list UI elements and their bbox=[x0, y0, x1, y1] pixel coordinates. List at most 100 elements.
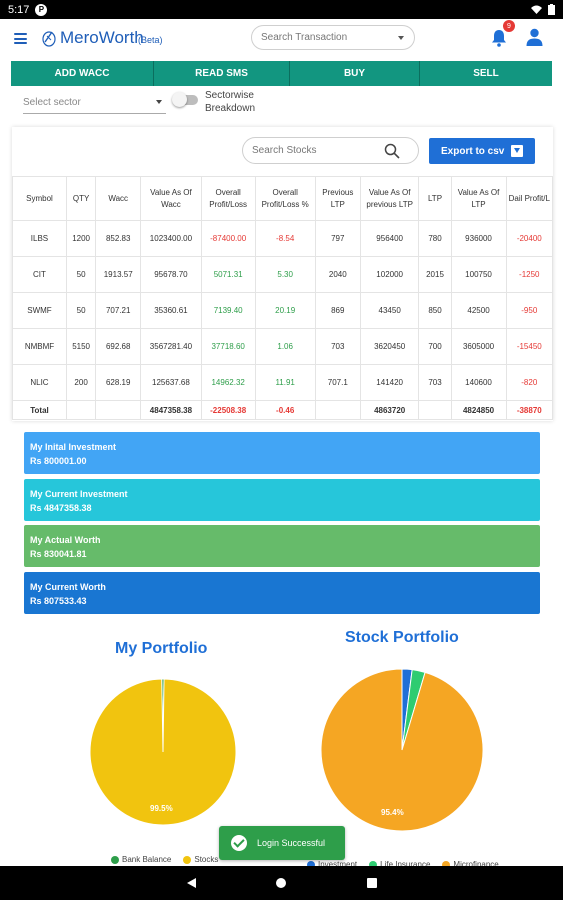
read-sms-button[interactable]: READ SMS bbox=[154, 61, 290, 86]
table-cell: -22508.38 bbox=[200, 400, 256, 420]
legend-label: Investment bbox=[318, 860, 358, 869]
table-cell: 100750 bbox=[450, 256, 507, 293]
add-wacc-button[interactable]: ADD WACC bbox=[11, 61, 154, 86]
chevron-down-icon bbox=[398, 36, 404, 40]
sell-button[interactable]: SELL bbox=[420, 61, 552, 86]
home-icon[interactable] bbox=[276, 878, 286, 888]
back-icon[interactable] bbox=[187, 878, 196, 888]
table-cell: 1023400.00 bbox=[140, 220, 202, 257]
search-stocks-input[interactable]: Search Stocks bbox=[242, 137, 419, 164]
summary-card: My Inital Investment Rs 800001.00 bbox=[24, 432, 540, 474]
table-cell: 4847358.38 bbox=[140, 400, 202, 420]
sector-select[interactable]: Select sector bbox=[23, 92, 166, 114]
summary-value: Rs 807533.43 bbox=[30, 596, 87, 606]
action-bar: ADD WACC READ SMS BUY SELL bbox=[11, 61, 552, 86]
legend-item[interactable]: Bank Balance bbox=[111, 855, 171, 864]
table-cell: 102000 bbox=[359, 256, 420, 293]
table-cell: -1250 bbox=[505, 256, 553, 293]
table-cell: 37718.60 bbox=[200, 328, 256, 365]
legend-dot bbox=[111, 855, 119, 864]
download-icon bbox=[511, 145, 523, 157]
legend-item[interactable]: Stocks bbox=[183, 855, 218, 864]
notification-badge: 9 bbox=[503, 20, 515, 32]
legend-dot bbox=[183, 855, 192, 864]
table-cell: -8.54 bbox=[254, 220, 316, 257]
column-header: QTY bbox=[65, 176, 97, 221]
app-notification-icon: P bbox=[35, 3, 48, 16]
table-cell: 956400 bbox=[359, 220, 420, 257]
search-transaction-select[interactable]: Search Transaction bbox=[251, 25, 415, 50]
table-cell: 2015 bbox=[418, 256, 452, 293]
table-cell: 11.91 bbox=[254, 364, 316, 401]
login-success-toast[interactable]: Login Successful bbox=[219, 826, 345, 860]
legend-dot bbox=[369, 860, 378, 869]
column-header: Previous LTP bbox=[314, 176, 361, 221]
table-cell: 3620450 bbox=[359, 328, 420, 365]
table-cell: -950 bbox=[505, 292, 553, 329]
table-row[interactable]: NLIC 200 628.19 125637.68 14962.32 11.91 707.1… bbox=[12, 364, 553, 401]
table-cell: 14962.32 bbox=[200, 364, 256, 401]
export-csv-label: Export to csv bbox=[441, 145, 505, 157]
table-cell: 35360.61 bbox=[140, 292, 202, 329]
table-cell: 2040 bbox=[314, 256, 361, 293]
buy-button[interactable]: BUY bbox=[290, 61, 420, 86]
summary-label: My Inital Investment bbox=[30, 442, 117, 452]
sectorwise-toggle[interactable] bbox=[172, 92, 198, 107]
stocks-table: Symbol QTY Wacc Value As Of Wacc Overall Pro… bbox=[12, 176, 553, 420]
user-icon[interactable] bbox=[526, 28, 543, 46]
legend-item[interactable]: Life Insurance bbox=[369, 860, 430, 869]
table-cell: 5150 bbox=[65, 328, 97, 365]
table-row[interactable]: ILBS 1200 852.83 1023400.00 -87400.00 -8.54 79… bbox=[12, 220, 553, 257]
table-cell: 141420 bbox=[359, 364, 420, 401]
export-csv-button[interactable]: Export to csv bbox=[429, 138, 535, 164]
status-bar: 5:17 P bbox=[0, 0, 563, 19]
pie-slice-microfinance[interactable] bbox=[320, 668, 484, 832]
table-cell: 707.21 bbox=[95, 292, 142, 329]
toggle-knob bbox=[172, 92, 187, 107]
table-row[interactable]: CIT 50 1913.57 95678.70 5071.31 5.30 2040 10200… bbox=[12, 256, 553, 293]
table-row[interactable]: NMBMF 5150 692.68 3567281.40 37718.60 1.06 703… bbox=[12, 328, 553, 365]
table-total-row: Total 4847358.38 -22508.38 -0.46 4863720 4824… bbox=[12, 400, 553, 420]
summary-label: My Current Investment bbox=[30, 489, 128, 499]
summary-card: My Current Worth Rs 807533.43 bbox=[24, 572, 540, 614]
table-cell: 797 bbox=[314, 220, 361, 257]
wifi-icon bbox=[531, 5, 542, 14]
beta-label: (Beta) bbox=[138, 35, 163, 45]
legend-label: Life Insurance bbox=[380, 860, 431, 869]
search-icon[interactable] bbox=[384, 143, 400, 159]
legend-item[interactable]: Investment bbox=[307, 860, 357, 869]
table-cell: NMBMF bbox=[12, 328, 67, 365]
table-cell: 20.19 bbox=[254, 292, 316, 329]
table-cell: 4824850 bbox=[450, 400, 507, 420]
android-nav-bar bbox=[0, 866, 563, 900]
table-row[interactable]: SWMF 50 707.21 35360.61 7139.40 20.19 869 43450… bbox=[12, 292, 553, 329]
menu-icon[interactable] bbox=[14, 33, 27, 44]
table-cell: 707.1 bbox=[314, 364, 361, 401]
search-transaction-placeholder: Search Transaction bbox=[261, 32, 348, 43]
table-cell: -38870 bbox=[505, 400, 553, 420]
legend-label: Microfinance bbox=[453, 860, 499, 869]
pie-slice-stocks[interactable] bbox=[89, 678, 237, 826]
stock-portfolio-data-label: 95.4% bbox=[381, 808, 404, 817]
table-cell: ILBS bbox=[12, 220, 67, 257]
stock-portfolio-pie bbox=[320, 668, 484, 832]
table-cell: 50 bbox=[65, 256, 97, 293]
table-cell: 5.30 bbox=[254, 256, 316, 293]
table-cell: 7139.40 bbox=[200, 292, 256, 329]
table-cell: 1.06 bbox=[254, 328, 316, 365]
table-cell: 780 bbox=[418, 220, 452, 257]
table-cell: 125637.68 bbox=[140, 364, 202, 401]
legend-item[interactable]: Microfinance bbox=[442, 860, 499, 869]
summary-card: My Current Investment Rs 4847358.38 bbox=[24, 479, 540, 521]
table-cell bbox=[314, 400, 361, 420]
table-cell bbox=[418, 400, 452, 420]
chevron-down-icon bbox=[156, 100, 162, 104]
column-header: Value As Of Wacc bbox=[140, 176, 202, 221]
stock-portfolio-legend: Investment Life Insurance Microfinance bbox=[307, 860, 507, 869]
recent-apps-icon[interactable] bbox=[367, 878, 377, 888]
bell-icon[interactable] bbox=[491, 29, 507, 47]
table-header-row: Symbol QTY Wacc Value As Of Wacc Overall Pro… bbox=[12, 176, 553, 221]
battery-icon bbox=[548, 4, 555, 15]
table-cell: -15450 bbox=[505, 328, 553, 365]
status-time: 5:17 bbox=[8, 3, 30, 16]
